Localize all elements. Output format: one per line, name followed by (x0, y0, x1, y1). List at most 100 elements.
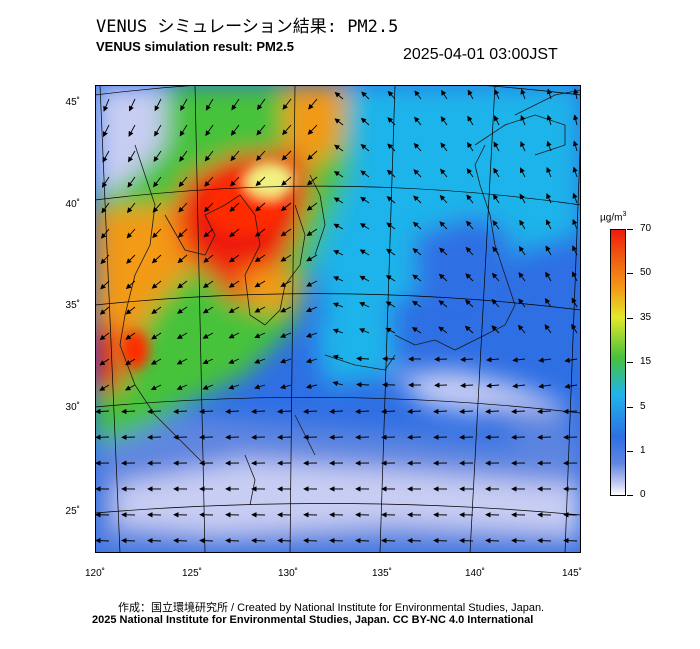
wind-arrow (332, 328, 344, 334)
wind-arrow (485, 537, 500, 544)
wind-arrow (306, 176, 318, 186)
wind-arrow (147, 537, 162, 544)
colorbar-unit: µg/m3 (600, 211, 627, 224)
wind-arrow (303, 537, 318, 544)
wind-arrow (282, 98, 292, 110)
wind-arrow (305, 306, 318, 313)
wind-arrow (203, 202, 214, 213)
wind-arrow (125, 332, 136, 340)
wind-arrow (412, 274, 422, 282)
wind-arrow (103, 98, 110, 112)
wind-arrow (229, 228, 240, 238)
wind-arrow (537, 408, 552, 415)
copyright-line: 2025 National Institute for Environmenta… (92, 614, 534, 626)
wind-arrow (466, 220, 474, 230)
wind-arrow (177, 254, 188, 264)
wind-arrow (147, 408, 162, 415)
wind-arrow (385, 301, 396, 308)
colorbar-tick (627, 229, 633, 230)
wind-arrow (493, 193, 500, 204)
wind-arrow (386, 196, 396, 204)
lon-label-140: 140˚ (464, 568, 485, 579)
wind-arrow (199, 408, 214, 415)
wind-arrow (255, 176, 266, 187)
wind-arrow (538, 383, 552, 389)
wind-arrow (205, 98, 214, 111)
wind-arrow (412, 221, 422, 230)
wind-arrow (466, 194, 474, 204)
wind-arrow (121, 408, 136, 415)
wind-arrow (433, 408, 448, 415)
wind-arrow (413, 142, 422, 152)
wind-arrow (126, 228, 136, 239)
wind-arrow (563, 537, 578, 544)
wind-arrow (511, 408, 526, 415)
wind-arrow (545, 245, 552, 256)
wind-arrow (439, 247, 448, 256)
wind-arrow (99, 306, 110, 315)
wind-arrow (439, 194, 448, 204)
wind-arrow (494, 89, 500, 100)
pm25-map[interactable] (95, 85, 581, 553)
wind-arrow (308, 98, 318, 110)
wind-arrow (152, 228, 162, 239)
wind-arrow (334, 92, 344, 100)
wind-arrow (333, 276, 344, 282)
wind-arrow (254, 280, 266, 288)
lon-label-135: 135˚ (371, 568, 392, 579)
wind-arrow (176, 332, 188, 339)
colorbar-label-70: 70 (640, 223, 652, 234)
wind-arrow (440, 142, 448, 152)
wind-arrow (467, 141, 474, 152)
wind-arrow (494, 115, 500, 126)
wind-arrow (518, 272, 526, 282)
wind-arrow (303, 408, 318, 415)
wind-arrow (251, 408, 266, 415)
wind-arrow (176, 358, 188, 365)
wind-arrow (280, 358, 292, 364)
wind-arrow (467, 89, 474, 100)
wind-arrow (254, 254, 266, 263)
wind-arrow (281, 176, 292, 186)
wind-arrow (307, 124, 318, 135)
wind-arrow (414, 116, 422, 126)
wind-arrow (573, 88, 579, 100)
wind-arrow (280, 280, 292, 287)
colorbar-tick (627, 273, 633, 274)
wind-arrow (179, 124, 188, 137)
colorbar-label-5: 5 (640, 401, 646, 412)
wind-arrow (202, 280, 214, 289)
wind-arrow (333, 171, 344, 178)
wind-arrow (151, 332, 162, 340)
wind-arrow (150, 358, 162, 365)
wind-arrow (387, 90, 396, 100)
wind-arrow (100, 228, 110, 239)
wind-arrow (280, 332, 292, 338)
colorbar-label-50: 50 (640, 267, 652, 278)
wind-arrow (465, 273, 474, 282)
wind-arrow (360, 196, 370, 204)
lon-label-130: 130˚ (277, 568, 298, 579)
wind-arrow (329, 408, 344, 415)
wind-arrow (413, 169, 422, 178)
wind-arrow (329, 537, 344, 544)
wind-arrow (306, 254, 318, 262)
wind-arrow (356, 381, 370, 388)
colorbar-tick (627, 362, 633, 363)
wind-arrow (254, 228, 266, 237)
wind-arrow (228, 254, 240, 263)
wind-arrow (563, 408, 578, 415)
wind-arrow (413, 195, 422, 204)
wind-arrow (202, 332, 214, 339)
wind-arrow (544, 324, 552, 334)
wind-arrow (231, 98, 240, 111)
wind-arrow (306, 228, 318, 236)
wind-arrow (520, 141, 526, 152)
lat-label-25: 25˚ (65, 506, 80, 517)
wind-arrow (125, 280, 136, 290)
colorbar-tick (627, 451, 633, 452)
wind-arrow (204, 150, 214, 162)
wind-arrow (229, 202, 240, 212)
credit-line: 作成：国立環境研究所 / Created by National Institu… (118, 602, 545, 614)
wind-arrow (203, 228, 214, 238)
